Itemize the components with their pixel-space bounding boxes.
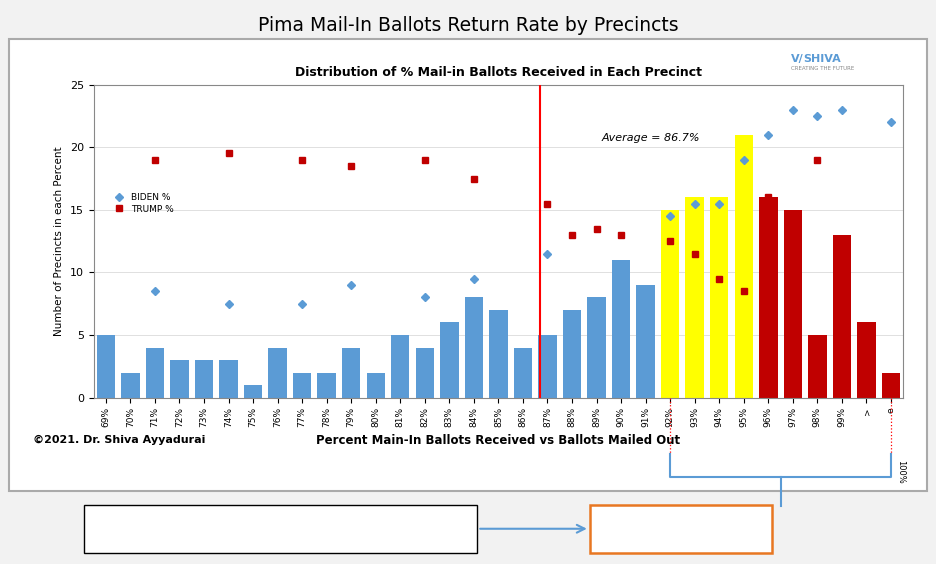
Bar [440, 323, 459, 398]
Bar [219, 360, 238, 398]
Bar [759, 197, 778, 398]
Title: Distribution of % Mail-in Ballots Received in Each Precinct: Distribution of % Mail-in Ballots Receiv… [295, 66, 702, 80]
Bar [735, 135, 753, 398]
X-axis label: Percent Main-In Ballots Received vs Ballots Mailed Out: Percent Main-In Ballots Received vs Ball… [316, 434, 680, 447]
Legend: BIDEN %, TRUMP %: BIDEN %, TRUMP % [106, 190, 177, 217]
Bar [563, 310, 581, 398]
Bar [882, 373, 900, 398]
Bar [857, 323, 876, 398]
Text: 264,000 votes: 264,000 votes [628, 522, 734, 535]
Bar [416, 347, 434, 398]
Bar [490, 310, 507, 398]
Bar [293, 373, 312, 398]
Bar [195, 360, 213, 398]
Text: ©2021. Dr. Shiva Ayyadurai: ©2021. Dr. Shiva Ayyadurai [33, 435, 205, 445]
Bar [96, 335, 115, 398]
Bar [391, 335, 409, 398]
Y-axis label: Number of Precincts in each Percent: Number of Precincts in each Percent [54, 146, 65, 336]
Text: CREATING THE FUTURE: CREATING THE FUTURE [791, 67, 855, 71]
Text: V/: V/ [791, 54, 804, 64]
Bar [661, 210, 680, 398]
Bar [808, 335, 826, 398]
Bar [464, 297, 483, 398]
Bar [342, 347, 360, 398]
Bar [612, 260, 630, 398]
Text: Average = 86.7%: Average = 86.7% [602, 133, 700, 143]
Bar [588, 297, 606, 398]
Bar [685, 197, 704, 398]
Text: 2% of these votes are flipped = ~10,000 vote margin: 2% of these votes are flipped = ~10,000 … [141, 524, 420, 534]
Bar [146, 347, 164, 398]
Text: 100%: 100% [896, 460, 905, 483]
Bar [783, 210, 802, 398]
Bar [710, 197, 728, 398]
Bar [514, 347, 533, 398]
Bar [317, 373, 336, 398]
Bar [121, 373, 139, 398]
Text: Pima Mail-In Ballots Return Rate by Precincts: Pima Mail-In Ballots Return Rate by Prec… [257, 16, 679, 35]
Bar [538, 335, 557, 398]
Bar [170, 360, 189, 398]
Bar [269, 347, 286, 398]
Bar [833, 235, 851, 398]
Bar [244, 385, 262, 398]
Bar [367, 373, 385, 398]
Text: SHIVA: SHIVA [803, 54, 841, 64]
Bar [636, 285, 655, 398]
